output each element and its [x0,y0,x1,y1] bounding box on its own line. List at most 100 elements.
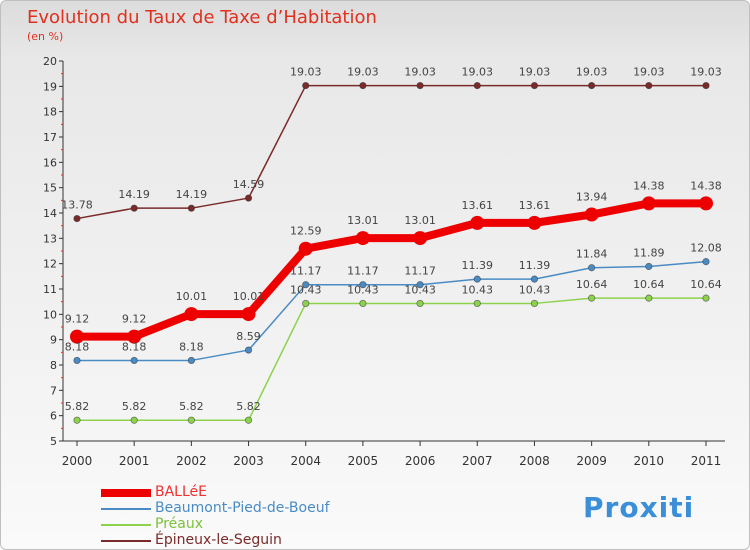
data-label: 8.18 [122,340,147,353]
legend-label: Préaux [155,516,203,532]
data-label: 9.12 [65,313,90,326]
data-point [530,275,539,283]
data-point [702,258,710,266]
x-tick-label: 2008 [519,454,550,468]
data-point [73,214,81,223]
data-label: 12.59 [290,225,322,238]
data-label: 5.82 [122,400,147,413]
y-tick-label: 16 [43,156,57,169]
data-label: 19.03 [519,66,551,79]
data-point [645,294,653,302]
x-tick-label: 2002 [176,454,207,468]
data-point [584,207,599,222]
series-markers [70,81,713,424]
y-tick-label: 17 [43,131,57,144]
data-label: 11.17 [290,265,322,278]
data-point [302,299,310,308]
y-tick-label: 13 [43,232,57,245]
data-label: 11.17 [347,265,379,278]
y-tick-label: 8 [50,359,57,372]
x-tick-label: 2010 [634,454,665,468]
data-label: 5.82 [236,400,261,413]
data-label: 10.43 [290,283,322,296]
legend-swatch [101,508,151,510]
data-label: 8.18 [65,340,90,353]
x-tick-label: 2000 [62,454,93,468]
data-point [298,241,313,256]
data-point [73,356,81,365]
data-point [416,299,424,308]
x-tick-label: 2009 [576,454,607,468]
unit-label: (en %) [27,30,64,43]
data-label: 14.59 [233,178,265,191]
data-label: 5.82 [65,400,90,413]
chart-title: Evolution du Taux de Taxe d’Habitation [27,7,377,28]
data-label: 13.94 [576,191,608,204]
data-point [302,81,310,90]
data-point [244,416,253,424]
proxiti-logo: Proxiti [583,491,695,524]
y-tick-label: 11 [43,283,57,296]
data-label: 8.59 [236,330,261,343]
y-tick-label: 6 [50,410,57,423]
series-line-3 [76,84,706,220]
series-line-1 [77,260,707,362]
data-label: 9.12 [122,313,147,326]
x-tick-label: 2005 [348,454,379,468]
data-label: 19.03 [290,66,322,79]
data-point [244,194,253,202]
data-point [702,81,710,90]
data-point [241,307,256,322]
data-label: 13.01 [404,214,436,227]
data-label: 13.78 [61,199,93,212]
data-labels: 13.78 14.19 14.19 14.59 19.03 19.03 19.03 19.03… [61,66,722,414]
data-point [359,81,367,90]
data-label: 13.61 [462,199,494,212]
data-label: 11.39 [462,259,494,272]
data-label: 19.03 [462,66,494,79]
data-point [73,416,81,424]
y-tick-label: 10 [43,308,57,321]
data-point [699,196,713,211]
axes: 5 6 7 8 9 10 11 12 13 14 15 16 17 18 19 20 2000 2001 2002 2… [43,55,725,468]
data-point [588,294,596,302]
data-point [187,204,195,212]
data-label: 11.89 [633,246,665,259]
data-label: 14.19 [176,188,208,201]
data-point [127,329,142,344]
data-label: 12.08 [690,242,722,255]
data-label: 5.82 [179,400,204,413]
legend-swatch [101,540,151,542]
data-point [130,416,138,424]
data-label: 14.38 [633,179,665,192]
data-label: 19.03 [404,66,436,79]
x-tick-label: 2001 [119,454,150,468]
data-label: 10.43 [404,283,436,296]
data-point [130,356,138,365]
x-tick-label: 2007 [462,454,493,468]
data-label: 14.19 [118,188,150,201]
data-label: 13.01 [347,214,379,227]
data-label: 8.18 [179,340,204,353]
data-point [244,346,253,354]
data-point [355,231,370,246]
data-point [359,299,367,308]
data-point [588,264,596,272]
data-point [187,416,195,424]
data-label: 19.03 [576,66,608,79]
data-label: 11.84 [576,248,608,261]
data-label: 10.64 [690,278,722,291]
legend-swatch [101,524,151,526]
data-label: 14.38 [690,179,722,192]
data-point [530,81,539,90]
data-point [413,231,428,246]
data-point [645,262,653,271]
y-tick-label: 12 [43,258,57,271]
data-point [187,356,195,365]
legend-label: BALLéE [155,484,207,500]
data-point [302,281,310,289]
series-line-2 [77,297,706,421]
legend-swatch [101,489,151,497]
y-tick-label: 7 [50,384,57,397]
y-tick-label: 15 [43,182,57,195]
